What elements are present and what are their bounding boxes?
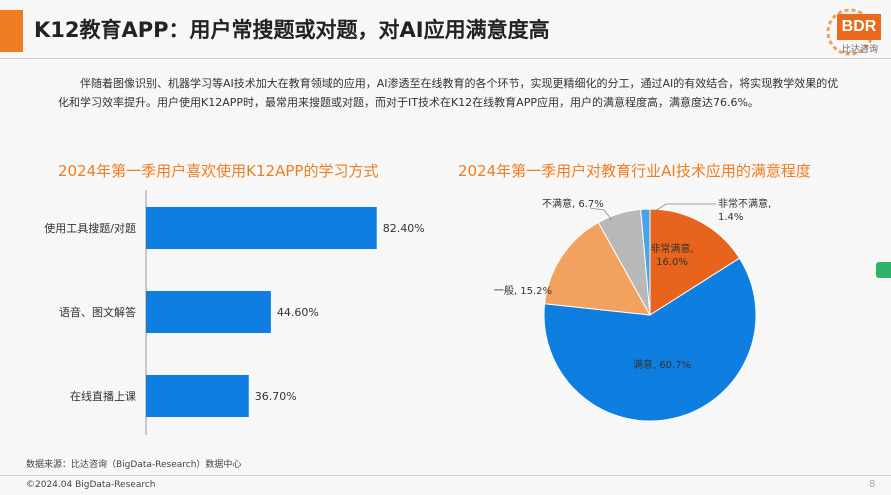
intro-paragraph: 伴随着图像识别、机器学习等AI技术加大在教育领域的应用，AI渗透至在线教育的各个…: [58, 77, 839, 109]
pie-chart-title: 2024年第一季用户对教育行业AI技术应用的满意程度: [458, 162, 811, 180]
pie-slice: [649, 208, 741, 316]
category-label: 语音、图文解答: [59, 305, 136, 319]
pie-slice: [544, 221, 651, 316]
bar: [146, 291, 271, 333]
data-label: 36.70%: [255, 390, 297, 403]
slice-label: 不满意, 6.7%: [542, 197, 604, 210]
data-label: 82.40%: [383, 222, 425, 235]
side-widget-icon[interactable]: [876, 262, 891, 278]
logo-subtext: 比达咨询: [841, 45, 878, 55]
slice-label: 非常满意, 16.0%: [650, 242, 693, 268]
pie-chart: 非常满意, 16.0% 满意, 60.7% 一般, 15.2% 不满意, 6.7% 非常不…: [494, 197, 771, 422]
pie-slice: [640, 208, 651, 316]
page-number: 8: [869, 479, 876, 490]
bar-chart-title: 2024年第一季用户喜欢使用K12APP的学习方式: [58, 162, 379, 180]
data-source-note: 数据来源：比达咨询（BigData-Research）数据中心: [26, 460, 242, 470]
category-label: 在线直播上课: [70, 389, 136, 403]
slice-label: 满意, 60.7%: [633, 358, 691, 371]
leader-line: [589, 207, 613, 221]
category-label: 使用工具搜题/对题: [44, 221, 136, 235]
logo: BDR: [837, 14, 881, 40]
title-divider: [0, 58, 891, 59]
slice-label: 非常不满意, 1.4%: [718, 197, 771, 223]
copyright-text: ©2024.04 BigData-Research: [26, 480, 156, 490]
bar-chart: 使用工具搜题/对题 82.40% 语音、图文解答 44.60% 在线直播上课 36.70%: [44, 190, 425, 435]
title-accent-bar: [0, 10, 23, 52]
slice-label: 一般, 15.2%: [494, 284, 552, 297]
leader-line: [651, 203, 716, 214]
page-title: K12教育APP：用户常搜题或对题，对AI应用满意度高: [34, 18, 550, 42]
bar: [146, 207, 377, 249]
bar: [146, 375, 249, 417]
footer-divider: [0, 475, 891, 476]
data-label: 44.60%: [277, 306, 319, 319]
pie-slice: [543, 257, 757, 422]
